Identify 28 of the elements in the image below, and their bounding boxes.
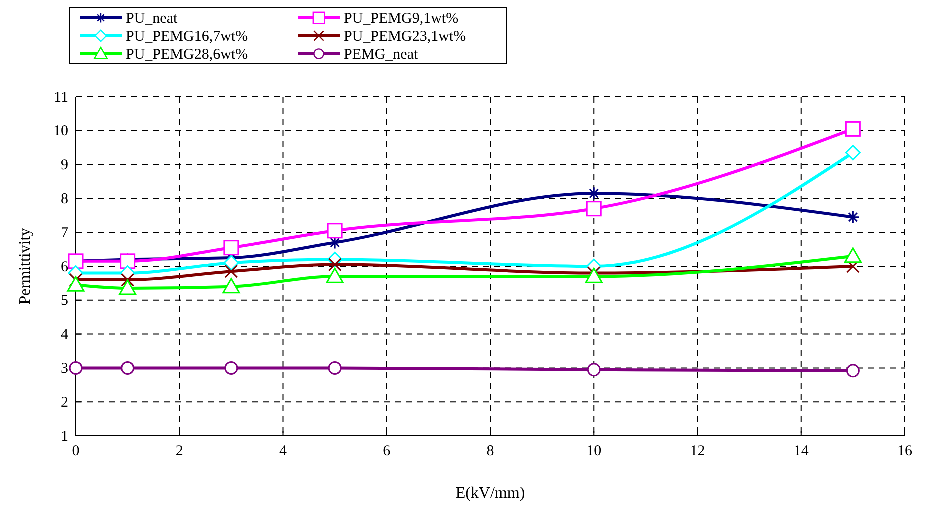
x-axis-title: E(kV/mm)	[456, 485, 526, 502]
y-tick-label: 2	[61, 394, 68, 411]
legend-label: PU_PEMG28,6wt%	[126, 47, 248, 63]
y-tick-label: 3	[61, 361, 68, 377]
x-tick-label: 6	[383, 444, 392, 460]
y-tick-label: 7	[61, 225, 69, 242]
legend-label: PU_PEMG23,1wt%	[344, 29, 466, 45]
x-tick-label: 16	[898, 444, 913, 460]
x-tick-label: 8	[486, 444, 494, 460]
x-tick-label: 0	[72, 444, 80, 460]
y-tick-label: 9	[61, 158, 68, 174]
y-tick-label: 1	[61, 428, 68, 445]
y-tick-label: 11	[54, 90, 68, 106]
legend-label: PU_neat	[126, 11, 178, 27]
y-tick-label: 8	[61, 192, 68, 208]
legend-label: PEMG_neat	[344, 47, 419, 63]
legend-label: PU_PEMG9,1wt%	[344, 11, 459, 27]
x-tick-label: 2	[176, 444, 184, 460]
legend-label: PU_PEMG16,7wt%	[126, 29, 248, 45]
y-tick-label: 5	[61, 293, 68, 310]
y-tick-label: 4	[61, 327, 69, 344]
x-tick-label: 12	[690, 444, 706, 460]
y-tick-label: 10	[54, 124, 68, 140]
x-tick-label: 10	[586, 444, 602, 460]
y-tick-label: 6	[61, 259, 69, 276]
x-tick-label: 4	[280, 444, 288, 460]
y-axis-title: Permittivity	[17, 228, 34, 305]
x-tick-label: 14	[794, 444, 810, 460]
